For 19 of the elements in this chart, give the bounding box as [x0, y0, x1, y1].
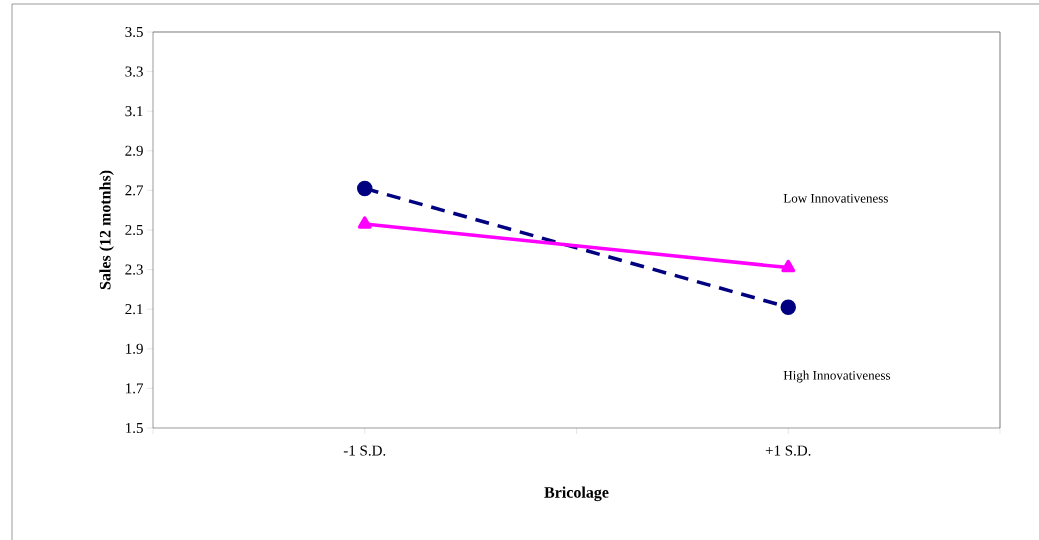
y-tick-label: 2.5 — [125, 224, 143, 236]
y-tick-label: 1.9 — [126, 343, 143, 354]
y-tick-label: 1.7 — [126, 383, 144, 394]
y-tick-label: 2.3 — [125, 264, 143, 275]
annotation: High Innovativeness — [783, 370, 891, 383]
y-tick-label: 3.1 — [125, 106, 143, 117]
y-tick-label: 2.1 — [125, 304, 143, 315]
point — [780, 299, 796, 315]
point — [357, 180, 373, 197]
y-axis-title: Sales (12 motnhs) — [99, 170, 114, 290]
x-axis-title: Bricolage — [544, 486, 609, 502]
annotation: Low Innovativeness — [783, 193, 888, 203]
y-tick-label: 1.5 — [126, 422, 143, 434]
y-tick-label: 3.3 — [125, 66, 143, 77]
y-tick-label: 2.9 — [125, 145, 143, 156]
y-tick-label: 2.7 — [125, 185, 144, 196]
y-tick-label: 3.5 — [125, 26, 143, 38]
x-tick-label: -1 S.D. — [343, 445, 386, 456]
x-tick-label: +1 S.D. — [765, 445, 811, 456]
